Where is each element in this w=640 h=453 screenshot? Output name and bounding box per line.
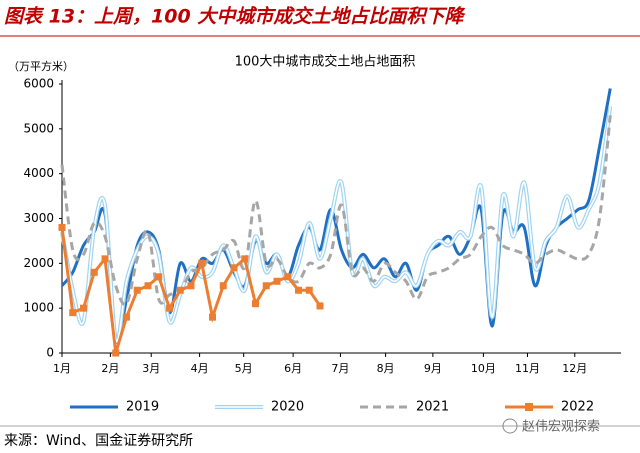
x-tick-label: 10月 [471, 362, 496, 375]
x-tick-label: 12月 [562, 362, 587, 375]
watermark: 赵伟宏观探索 [522, 420, 600, 435]
marker [316, 302, 324, 310]
marker [112, 349, 120, 357]
marker [295, 286, 302, 294]
x-tick-label: 3月 [142, 362, 160, 375]
marker [155, 273, 163, 281]
marker [69, 309, 77, 317]
marker [80, 304, 87, 312]
marker [284, 273, 292, 281]
legend-label: 2022 [561, 400, 594, 415]
y-tick-label: 1000 [23, 301, 54, 315]
header: 图表 13：上周，100 大中城市成交土地占比面积下降 [4, 6, 466, 28]
x-tick-label: 9月 [424, 362, 442, 375]
y-tick-label: 6000 [23, 77, 54, 91]
source: 来源：Wind、国金证券研究所 [4, 433, 193, 449]
x-tick-label: 1月 [53, 362, 71, 375]
legend-label: 2020 [271, 400, 304, 415]
marker [198, 259, 206, 267]
y-tick-label: 5000 [23, 121, 54, 135]
chart-title: 100大中城市成交土地占地面积 [235, 54, 416, 70]
marker [101, 255, 109, 263]
x-tick-label: 7月 [331, 362, 349, 375]
y-tick-label: 3000 [23, 211, 54, 225]
marker [273, 277, 281, 285]
marker [58, 223, 66, 231]
series-line [60, 115, 612, 307]
legend-label: 2019 [126, 400, 159, 415]
marker [219, 282, 227, 290]
x-tick-label: 5月 [235, 362, 253, 375]
marker [144, 282, 152, 290]
x-tick-label: 4月 [191, 362, 209, 375]
marker [230, 264, 238, 272]
marker [252, 300, 259, 308]
marker [123, 313, 130, 321]
legend-marker [525, 403, 533, 411]
y-axis-label: （万平方米） [8, 59, 74, 73]
legend-label: 2021 [416, 400, 449, 415]
x-tick-label: 11月 [515, 362, 540, 375]
y-tick-label: 2000 [23, 256, 54, 270]
marker [262, 282, 270, 290]
marker [166, 304, 173, 312]
marker [133, 286, 141, 294]
x-tick-label: 2月 [101, 362, 119, 375]
marker [187, 282, 195, 290]
x-tick-label: 8月 [377, 362, 395, 375]
series-line [60, 227, 322, 354]
x-tick-label: 6月 [284, 362, 302, 375]
y-tick-label: 0 [46, 346, 54, 360]
watermark-icon [502, 418, 518, 434]
marker [90, 268, 98, 276]
y-tick-label: 4000 [23, 166, 54, 180]
marker [241, 255, 249, 263]
marker [305, 286, 313, 294]
marker [176, 286, 184, 294]
marker [209, 313, 216, 321]
